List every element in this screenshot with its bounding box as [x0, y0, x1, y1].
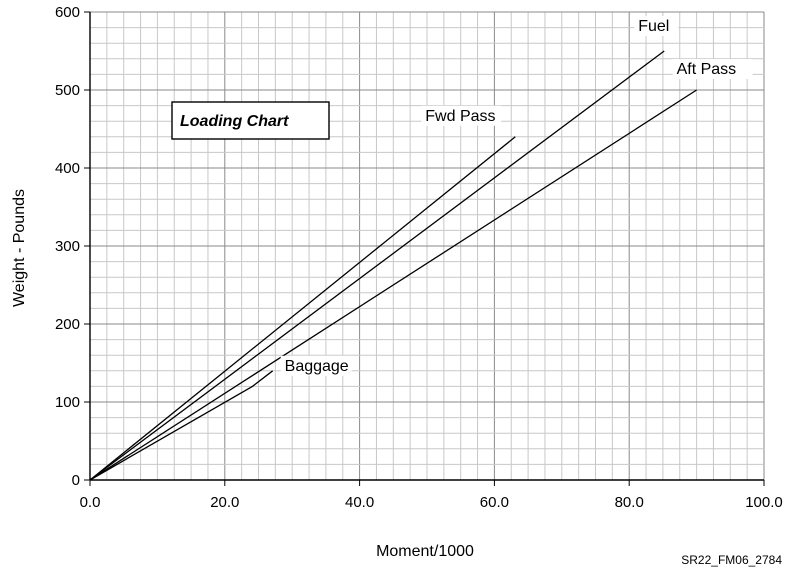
series-label-fwd-pass: Fwd Pass — [425, 108, 495, 125]
series-lines — [89, 50, 697, 481]
x-tick-label: 80.0 — [615, 494, 644, 511]
x-tick-label: 20.0 — [210, 494, 239, 511]
y-tick-label: 600 — [55, 4, 80, 21]
y-tick-label: 200 — [55, 316, 80, 333]
series-label-bg — [672, 59, 753, 79]
series-labels: Fwd Pass Fuel Aft Pass Baggage — [280, 16, 753, 376]
series-label-bg — [421, 105, 502, 126]
series-label-bg — [634, 16, 679, 36]
x-tick-label: 0.0 — [80, 494, 101, 511]
series-line-baggage — [89, 370, 274, 481]
series-line-fwd-pass — [89, 136, 516, 481]
x-axis-label: Moment/1000 — [376, 543, 474, 560]
x-tick-label: 60.0 — [480, 494, 509, 511]
y-axis-label: Weight - Pounds — [11, 189, 28, 307]
y-tick-label: 100 — [55, 394, 80, 411]
figure-reference: SR22_FM06_2784 — [681, 553, 782, 567]
series-label-baggage: Baggage — [285, 358, 349, 375]
tick-labels: 0.0 20.0 40.0 60.0 80.0 100.0 0 100 200 300 400 500… — [55, 4, 783, 511]
x-tick-label: 40.0 — [345, 494, 374, 511]
series-line-fuel — [89, 50, 665, 481]
x-tick-label: 100.0 — [745, 494, 783, 511]
y-tick-label: 400 — [55, 160, 80, 177]
series-label-fuel: Fuel — [638, 18, 669, 35]
y-tick-label: 300 — [55, 238, 80, 255]
chart-title-box: Loading Chart — [171, 101, 330, 140]
series-line-aft-pass — [89, 89, 697, 481]
chart-title: Loading Chart — [180, 113, 289, 130]
series-label-bg — [280, 355, 352, 376]
series-label-aft-pass: Aft Pass — [677, 61, 737, 78]
y-tick-label: 0 — [72, 472, 80, 489]
y-tick-label: 500 — [55, 82, 80, 99]
grid — [89, 11, 765, 481]
